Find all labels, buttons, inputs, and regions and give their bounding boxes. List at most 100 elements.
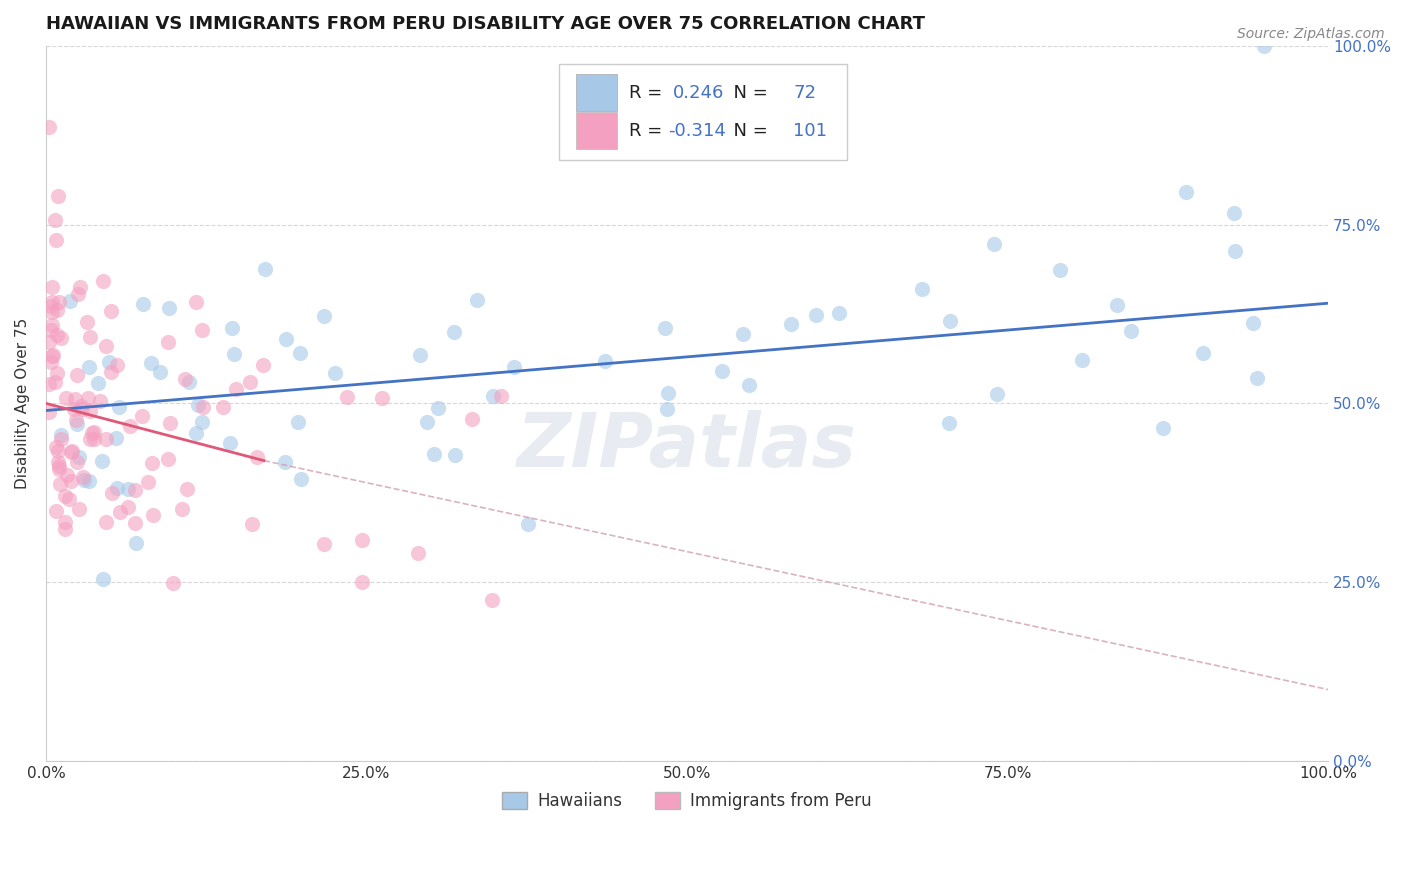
Point	[138, 475, 160, 489]
Point	[117, 500, 139, 514]
Point	[1243, 316, 1265, 330]
Point	[252, 358, 274, 372]
Text: -0.314: -0.314	[668, 122, 725, 140]
Point	[482, 388, 505, 402]
Point	[45, 440, 67, 454]
Point	[44, 212, 66, 227]
Point	[117, 482, 139, 496]
Point	[49, 432, 72, 446]
Point	[63, 392, 86, 406]
Point	[48, 294, 70, 309]
Point	[323, 367, 346, 381]
Point	[44, 375, 66, 389]
Point	[41, 318, 63, 333]
Point	[67, 450, 90, 464]
Point	[221, 321, 243, 335]
Point	[222, 347, 245, 361]
Point	[53, 489, 76, 503]
Point	[87, 376, 110, 391]
Point	[101, 486, 124, 500]
Point	[79, 404, 101, 418]
Point	[49, 477, 72, 491]
Point	[44, 504, 66, 518]
FancyBboxPatch shape	[558, 63, 848, 161]
Point	[48, 459, 70, 474]
Point	[225, 383, 247, 397]
Point	[710, 364, 733, 378]
Point	[65, 412, 87, 426]
Point	[46, 455, 69, 469]
Point	[1119, 324, 1142, 338]
Text: 101: 101	[793, 122, 828, 140]
Point	[79, 330, 101, 344]
Point	[42, 348, 65, 362]
Point	[60, 445, 83, 459]
Point	[41, 304, 63, 318]
Point	[1253, 38, 1275, 53]
Point	[142, 508, 165, 523]
Text: N =: N =	[721, 84, 773, 102]
Point	[983, 236, 1005, 251]
Point	[73, 473, 96, 487]
Point	[83, 432, 105, 446]
Point	[159, 416, 181, 430]
Point	[408, 348, 430, 362]
Point	[938, 314, 960, 328]
Point	[246, 450, 269, 464]
Text: N =: N =	[721, 122, 773, 140]
Point	[828, 306, 851, 320]
Point	[118, 419, 141, 434]
Point	[1192, 346, 1215, 360]
Point	[48, 462, 70, 476]
Point	[39, 299, 62, 313]
Point	[911, 281, 934, 295]
Point	[72, 470, 94, 484]
Point	[46, 366, 69, 380]
Point	[503, 360, 526, 375]
Point	[191, 415, 214, 429]
Point	[1223, 244, 1246, 259]
Text: 0.246: 0.246	[673, 84, 724, 102]
Point	[416, 415, 439, 429]
Point	[66, 455, 89, 469]
Point	[212, 400, 235, 414]
Point	[66, 368, 89, 382]
Point	[1174, 186, 1197, 200]
Point	[162, 575, 184, 590]
FancyBboxPatch shape	[575, 74, 617, 112]
Point	[49, 331, 72, 345]
Point	[69, 279, 91, 293]
Point	[77, 391, 100, 405]
Point	[312, 309, 335, 323]
Point	[39, 323, 62, 337]
Point	[49, 427, 72, 442]
Point	[63, 401, 86, 416]
Point	[184, 426, 207, 441]
Point	[274, 332, 297, 346]
Point	[184, 295, 207, 310]
Point	[76, 315, 98, 329]
Point	[41, 349, 63, 363]
Point	[53, 515, 76, 529]
Point	[426, 401, 449, 415]
Point	[94, 339, 117, 353]
Point	[986, 387, 1008, 401]
Point	[336, 391, 359, 405]
Point	[41, 294, 63, 309]
Point	[938, 416, 960, 430]
FancyBboxPatch shape	[575, 112, 617, 149]
Point	[139, 356, 162, 370]
Point	[191, 323, 214, 337]
Text: R =: R =	[630, 84, 668, 102]
Point	[179, 375, 201, 389]
Point	[66, 287, 89, 301]
Point	[94, 515, 117, 529]
Text: R =: R =	[630, 122, 668, 140]
Point	[96, 432, 118, 446]
Point	[59, 474, 82, 488]
Point	[66, 417, 89, 432]
Point	[72, 402, 94, 417]
Point	[593, 354, 616, 368]
Point	[239, 376, 262, 390]
Text: Source: ZipAtlas.com: Source: ZipAtlas.com	[1237, 27, 1385, 41]
